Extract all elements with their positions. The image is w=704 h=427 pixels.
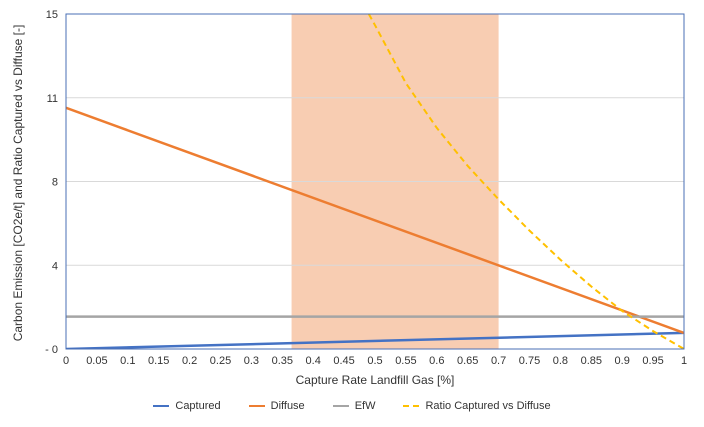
x-axis-title: Capture Rate Landfill Gas [%] (296, 373, 455, 387)
legend-swatch (153, 405, 170, 407)
legend-item: Captured (153, 400, 221, 412)
x-tick-label: 0.25 (210, 355, 231, 367)
y-tick-label: 15 (46, 9, 58, 21)
legend-label: EfW (354, 400, 376, 412)
series-ratio-captured-vs-diffuse (367, 14, 684, 349)
x-tick-label: 0.15 (148, 355, 169, 367)
x-tick-label: 0.2 (182, 355, 197, 367)
x-tick-label: 0.7 (491, 355, 506, 367)
series-diffuse (66, 106, 684, 335)
x-tick-label: 0.45 (333, 355, 354, 367)
x-tick-label: 0.95 (642, 355, 663, 367)
y-tick-label: - 0 (45, 344, 58, 356)
legend-swatch (248, 405, 265, 407)
y-tick-label: 4 (52, 260, 58, 272)
x-tick-label: 0.85 (581, 355, 602, 367)
legend: Captured Diffuse EfW Ratio Captured vs Diff… (0, 400, 704, 412)
x-tick-label: 0 (63, 355, 69, 367)
x-tick-label: 0.6 (429, 355, 444, 367)
legend-item: Diffuse (248, 400, 305, 412)
x-tick-label: 0.55 (395, 355, 416, 367)
y-tick-label: 8 (52, 177, 58, 189)
x-tick-label: 0.1 (120, 355, 135, 367)
x-tick-label: 0.4 (306, 355, 321, 367)
x-tick-label: 0.65 (457, 355, 478, 367)
y-tick-label: 11 (47, 93, 58, 105)
legend-swatch (403, 405, 420, 407)
x-tick-label: 0.05 (86, 355, 107, 367)
y-axis-title: Carbon Emission [CO2e/t] and Ratio Captu… (11, 25, 25, 342)
x-tick-label: 0.75 (519, 355, 540, 367)
legend-swatch (332, 405, 349, 407)
x-tick-label: 0.35 (272, 355, 293, 367)
legend-item: Ratio Captured vs Diffuse (403, 400, 551, 412)
chart: 0 0.05 0.1 0.15 0.2 0.25 0.3 0.35 0.4 0.45 0.5 0.55… (11, 9, 688, 387)
x-tick-label: 0.9 (615, 355, 630, 367)
x-tick-label: 0.5 (367, 355, 382, 367)
legend-label: Ratio Captured vs Diffuse (425, 400, 551, 412)
plot-border (65, 13, 685, 350)
x-tick-label: 1 (681, 355, 687, 367)
series-captured (66, 331, 684, 349)
legend-label: Diffuse (270, 400, 305, 412)
legend-label: Captured (175, 400, 221, 412)
legend-item: EfW (332, 400, 376, 412)
x-tick-label: 0.3 (244, 355, 259, 367)
x-tick-label: 0.8 (553, 355, 568, 367)
